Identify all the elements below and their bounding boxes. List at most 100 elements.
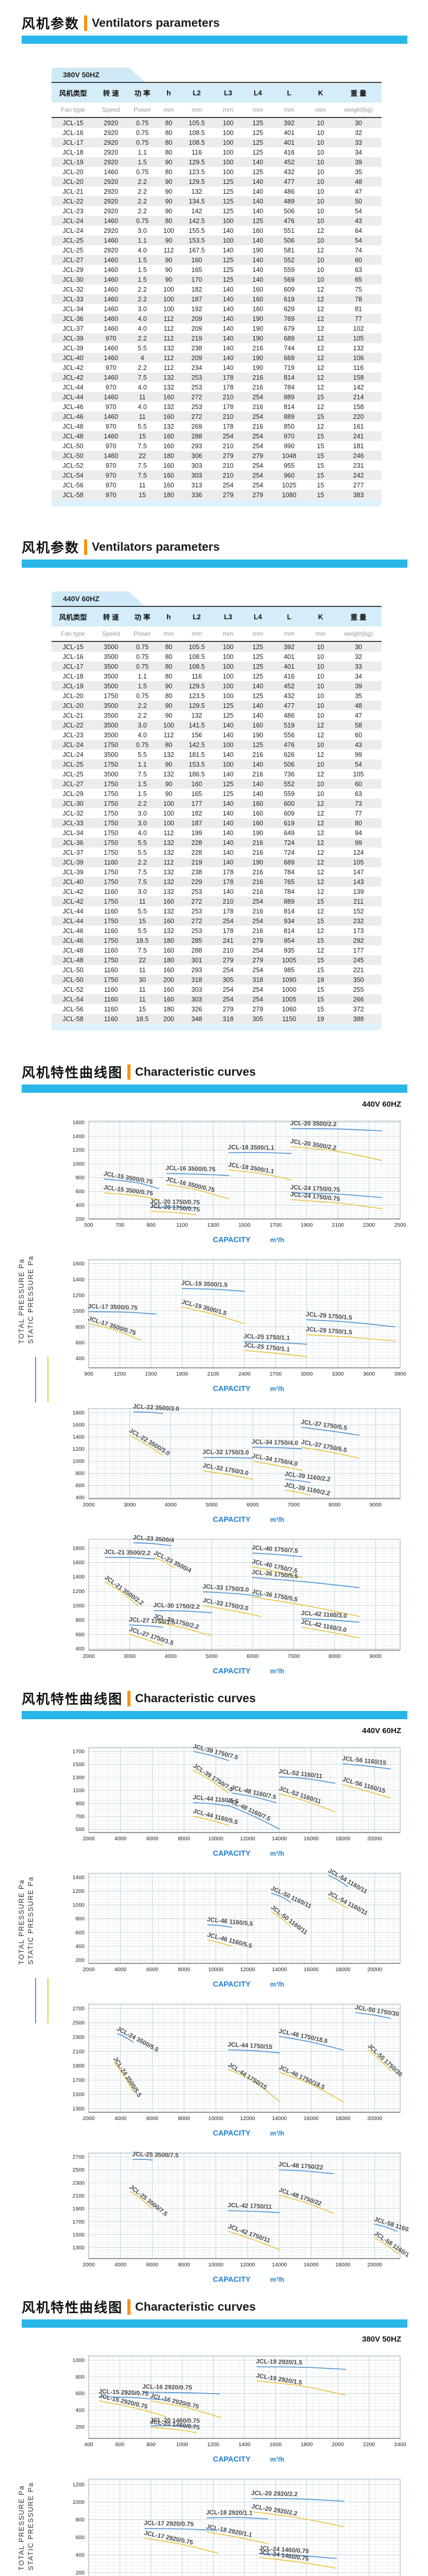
table-cell: 153.5 — [188, 236, 205, 244]
table-cell: 679 — [284, 325, 295, 332]
table-cell: 2.2 — [138, 858, 147, 866]
curve-jcl-33-1750-3-0 — [203, 1605, 261, 1617]
table-cell: 216 — [252, 374, 264, 381]
table-cell: 100 — [222, 741, 234, 749]
capacity-label: CAPACITY — [212, 1667, 251, 1675]
table-cell: 140 — [222, 721, 234, 729]
table-cell: 10 — [317, 741, 324, 749]
table-cell: 12 — [317, 285, 324, 293]
table-cell: 1160 — [104, 966, 118, 974]
curve-jcl-22-3500-3-0 — [133, 1411, 163, 1414]
table-cell: 272 — [191, 917, 202, 925]
table-cell: 160 — [163, 471, 174, 479]
table-cell: 77 — [355, 809, 363, 817]
table-cell: 985 — [284, 966, 295, 974]
curve-jcl-37-1750-5-5 — [301, 1427, 360, 1436]
table-cell: 15 — [317, 1005, 324, 1013]
column-header: 转 速 — [103, 614, 119, 621]
characteristic-chart: 1300 1500 1700 1900 2100 2300 2500 2700 2000 4000… — [47, 1997, 428, 2128]
column-subheader: Speed — [94, 626, 128, 642]
parameters-table: 风机类型 转 速 功 率 h L2 L3 L4 L K 重 量 Fan type Speed Power… — [52, 82, 382, 500]
table-cell: 7.5 — [138, 471, 147, 479]
table-row: JCL-21 3500 2.2 90 132 125 140 486 10 47 — [52, 710, 382, 720]
x-tick-label: 2500 — [394, 1222, 406, 1228]
x-tick-label: 1100 — [176, 1222, 188, 1228]
table-cell: 116 — [191, 672, 202, 680]
table-cell: JCL-27 — [62, 256, 84, 264]
table-cell: 11 — [139, 413, 146, 420]
table-cell: 2920 — [104, 129, 119, 137]
table-cell: 477 — [284, 178, 295, 185]
table-end-strip — [52, 1024, 382, 1030]
table-cell: 81 — [355, 305, 363, 313]
table-cell: JCL-52 — [62, 462, 84, 469]
curve-jcl-39-1160-2-2 — [285, 1479, 311, 1483]
table-cell: 2920 — [104, 207, 119, 215]
table-cell: JCL-24 — [62, 751, 84, 758]
table-cell: 100 — [222, 760, 234, 768]
table-cell: 12 — [317, 334, 324, 342]
table-cell: 132 — [163, 751, 174, 758]
table-cell: 432 — [284, 692, 295, 700]
table-cell: 132 — [191, 711, 202, 719]
y-tick-label: 1300 — [73, 2106, 85, 2112]
table-cell: 1060 — [282, 1005, 297, 1013]
orange-bar-icon — [127, 1064, 131, 1080]
table-cell: 190 — [252, 858, 264, 866]
curve-jcl-15-3500-0-75 — [104, 1192, 159, 1200]
curve-jcl-42-1750-11 — [228, 2210, 280, 2213]
y-tick-label: 1600 — [73, 1422, 85, 1428]
capacity-label: CAPACITY — [212, 2276, 251, 2284]
table-cell: JCL-36 — [62, 839, 84, 846]
table-cell: 140 — [222, 849, 234, 856]
table-cell: 1460 — [104, 344, 119, 352]
section-title-cn: 风机特性曲线图 — [22, 2300, 123, 2315]
x-tick-label: 900 — [146, 1222, 156, 1228]
table-cell: 140 — [252, 207, 264, 215]
table-cell: 305 — [222, 976, 234, 984]
curve-jcl-22-3500-3-0 — [129, 1434, 163, 1456]
table-cell: 254 — [252, 946, 264, 954]
table-cell: 125 — [222, 256, 234, 264]
table-cell: 100 — [163, 285, 174, 293]
table-cell: 0.75 — [136, 663, 149, 670]
table-cell: 178 — [222, 927, 234, 935]
table-cell: 3.0 — [138, 888, 147, 895]
static-pressure-label: STATIC PRESSURE Pa — [27, 1255, 35, 1344]
table-cell: 216 — [252, 868, 264, 876]
table-cell: 15 — [317, 413, 324, 420]
curve-jcl-17-2920-0-75 — [144, 2528, 219, 2531]
curve-jcl-56-1160-15 — [342, 1784, 391, 1799]
table-cell: 112 — [163, 731, 174, 739]
table-cell: 1005 — [282, 995, 297, 1003]
y-tick-label: 1200 — [73, 1292, 85, 1298]
table-cell: 129.5 — [188, 178, 205, 185]
table-cell: 43 — [355, 741, 363, 749]
table-cell: 3500 — [104, 643, 119, 651]
table-cell: 3500 — [104, 721, 119, 729]
x-tick-label: 7000 — [288, 1653, 300, 1659]
table-cell: 10 — [317, 663, 324, 670]
table-cell: 12 — [317, 227, 324, 234]
table-cell: 401 — [284, 663, 295, 670]
x-tick-label: 9000 — [370, 1502, 382, 1508]
curve-jcl-33-1750-3-0 — [203, 1591, 261, 1597]
x-tick-label: 6000 — [146, 2262, 159, 2268]
table-cell: 10 — [317, 148, 324, 156]
x-tick-label: 10000 — [208, 2262, 223, 2268]
curve-label: JCL-16 3500/0.75 — [165, 1175, 216, 1194]
x-tick-label: 3000 — [124, 1502, 136, 1508]
table-cell: 178 — [222, 422, 234, 430]
curve-jcl-24-3500-5-5 — [113, 2061, 134, 2092]
table-cell: 160 — [163, 966, 174, 974]
x-tick-label: 8000 — [178, 1967, 190, 1973]
table-cell: 3.0 — [138, 305, 147, 313]
y-tick-label: 400 — [75, 1202, 85, 1209]
curve-jcl-21-3500-2-2 — [104, 1581, 139, 1606]
table-cell: 266 — [353, 995, 364, 1003]
curve-label: JCL-18 3500/1.1 — [228, 1144, 275, 1151]
y-tick-label: 2100 — [73, 2048, 85, 2055]
chart-svg: 1300 1500 1700 1900 2100 2300 2500 2700 2000 4000… — [73, 2004, 404, 2122]
table-cell: JCL-23 — [62, 731, 84, 739]
table-cell: 4.0 — [138, 246, 147, 254]
